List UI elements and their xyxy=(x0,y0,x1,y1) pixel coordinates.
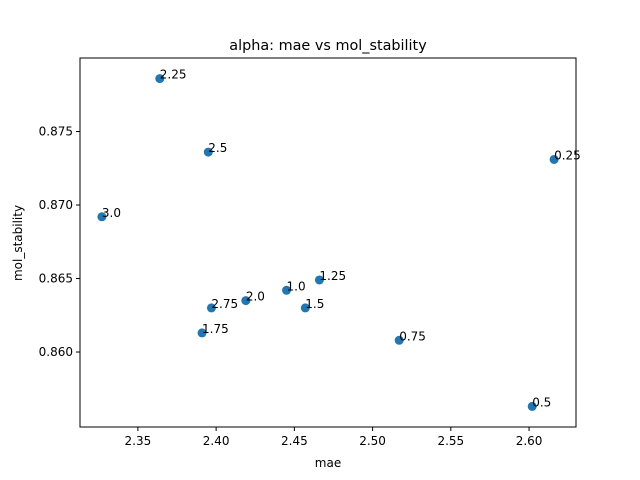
chart-title: alpha: mae vs mol_stability xyxy=(229,38,427,54)
data-point-label: 0.25 xyxy=(554,148,581,162)
y-tick-label: 0.860 xyxy=(39,345,73,359)
data-point xyxy=(282,285,292,295)
x-tick-label: 2.40 xyxy=(203,434,230,448)
data-point xyxy=(527,401,537,411)
data-point-label: 1.75 xyxy=(202,322,229,336)
data-point-label: 3.0 xyxy=(102,206,121,220)
data-point xyxy=(97,212,107,222)
data-point xyxy=(314,275,324,285)
data-point-label: 1.5 xyxy=(305,297,324,311)
plot-area: 0.25 0.5 0.75 1.0 1.25 1.5 1.75 2.0 2.25 2.5 2.75 3… xyxy=(97,68,581,411)
data-point-label: 0.75 xyxy=(399,329,426,343)
data-point xyxy=(197,328,207,338)
y-tick-label: 0.870 xyxy=(39,198,73,212)
data-point xyxy=(549,154,559,164)
y-tick-label: 0.875 xyxy=(39,125,73,139)
data-point-label: 2.25 xyxy=(160,68,187,82)
x-tick-label: 2.50 xyxy=(359,434,386,448)
data-point xyxy=(203,147,213,157)
data-point xyxy=(241,296,251,306)
data-point-label: 2.0 xyxy=(246,290,265,304)
x-tick-label: 2.55 xyxy=(437,434,464,448)
data-point-label: 1.0 xyxy=(287,279,306,293)
data-point xyxy=(394,335,404,345)
data-point-label: 2.5 xyxy=(208,141,227,155)
y-axis: 0.860 0.865 0.870 0.875 xyxy=(39,125,80,359)
data-point xyxy=(300,303,310,313)
data-point-label: 1.25 xyxy=(319,269,346,283)
data-point-label: 2.75 xyxy=(211,297,238,311)
axes-frame xyxy=(79,57,577,428)
x-tick-label: 2.45 xyxy=(281,434,308,448)
y-tick-label: 0.865 xyxy=(39,272,73,286)
data-point-label: 0.5 xyxy=(532,395,551,409)
data-point xyxy=(206,303,216,313)
x-axis-label: mae xyxy=(315,456,341,470)
x-tick-label: 2.35 xyxy=(125,434,152,448)
y-axis-label: mol_stability xyxy=(11,205,25,281)
x-axis: 2.35 2.40 2.45 2.50 2.55 2.60 xyxy=(125,427,543,448)
x-tick-label: 2.60 xyxy=(516,434,543,448)
data-point xyxy=(155,74,165,84)
